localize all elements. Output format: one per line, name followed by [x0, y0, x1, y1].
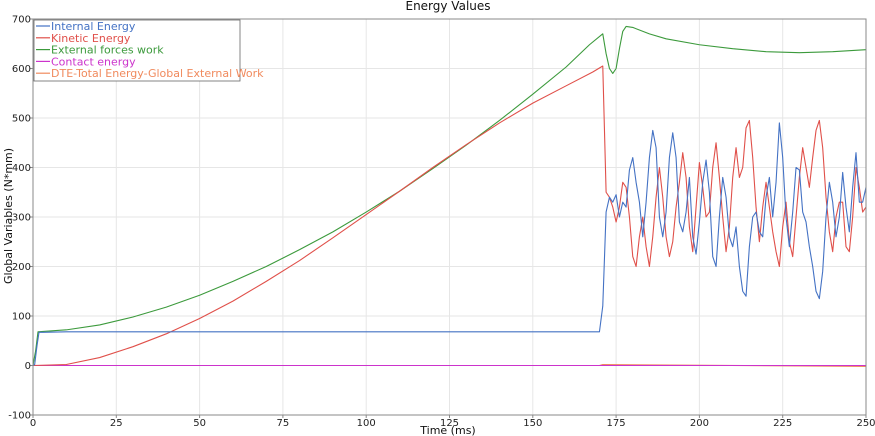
y-tick-label: 300 [12, 213, 31, 224]
x-tick-label: 25 [110, 418, 123, 429]
y-tick-label: 200 [12, 262, 31, 273]
y-tick-label: 100 [12, 312, 31, 323]
x-tick-label: 225 [773, 418, 792, 429]
legend-label: DTE-Total Energy-Global External Work [51, 67, 264, 80]
x-tick-label: 175 [607, 418, 626, 429]
y-tick-label: 0 [25, 361, 31, 372]
x-tick-label: 150 [523, 418, 542, 429]
x-tick-label: 125 [440, 418, 459, 429]
x-tick-label: 50 [193, 418, 206, 429]
y-tick-label: -100 [8, 411, 31, 422]
series-line-internal-energy [32, 122, 867, 366]
series-line-kinetic-energy [32, 65, 867, 367]
y-axis-title: Global Variables (N*mm) [2, 148, 15, 284]
x-tick-label: 0 [30, 418, 36, 429]
x-tick-label: 100 [357, 418, 376, 429]
x-axis-ticks: 0 25 50 75 100 125 150 175 200 225 250 [30, 415, 875, 429]
x-tick-label: 250 [856, 418, 875, 429]
y-tick-label: 700 [12, 15, 31, 26]
legend-label: External forces work [51, 44, 164, 57]
legend-label: Contact energy [51, 55, 136, 68]
y-tick-label: 600 [12, 64, 31, 75]
plot-series [32, 25, 867, 368]
chart-title: Energy Values [405, 0, 490, 13]
x-axis-title: Time (ms) [419, 424, 475, 436]
x-tick-label: 75 [277, 418, 290, 429]
series-line-external-forces-work [32, 25, 867, 366]
legend-box [33, 19, 241, 82]
legend-label: Internal Energy [51, 20, 136, 33]
y-tick-label: 400 [12, 163, 31, 174]
legend-label: Kinetic Energy [51, 32, 131, 45]
y-tick-label: 500 [12, 114, 31, 125]
y-axis-ticks: -100 0 100 200 300 400 500 600 700 [8, 15, 33, 422]
x-tick-label: 200 [690, 418, 709, 429]
